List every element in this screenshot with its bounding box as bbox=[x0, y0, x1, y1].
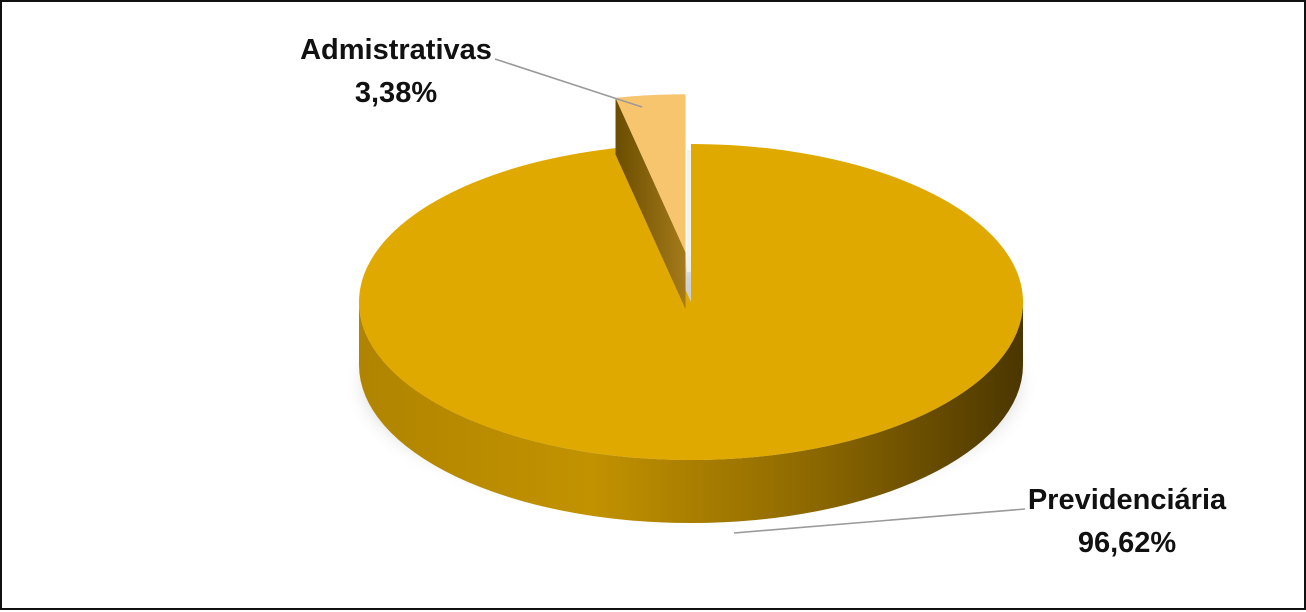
pie-slice-top bbox=[615, 94, 686, 253]
pie-slice-previdenci-ria bbox=[359, 144, 1024, 523]
pie-slice-side bbox=[359, 302, 1023, 523]
pie-slice-admistrativas bbox=[615, 94, 686, 309]
pie-slice-top bbox=[359, 144, 1024, 461]
data-label-value-admistrativas: 3,38% bbox=[355, 77, 437, 109]
data-label-value-previdenci-ria: 96,62% bbox=[1078, 527, 1177, 559]
data-label-name-admistrativas: Admistrativas bbox=[300, 34, 492, 66]
data-label-name-previdenci-ria: Previdenciária bbox=[1028, 484, 1227, 516]
leader-line-previdenci-ria bbox=[733, 508, 1026, 534]
pie-slice-inner-wall bbox=[615, 97, 686, 309]
leader-line-admistrativas bbox=[494, 58, 643, 108]
